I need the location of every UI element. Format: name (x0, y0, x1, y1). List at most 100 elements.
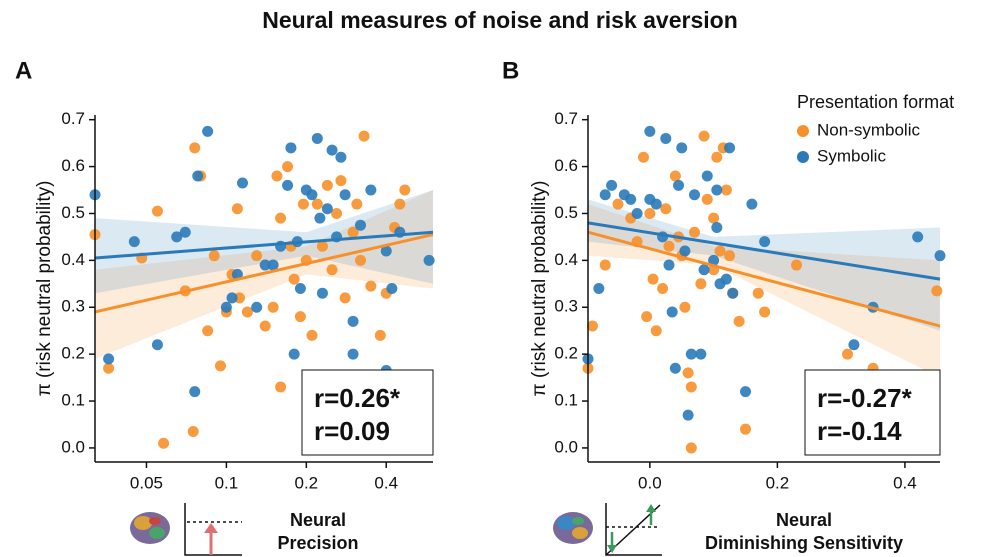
data-point (241, 306, 253, 318)
data-point (934, 250, 946, 262)
data-point (720, 273, 732, 285)
data-point (339, 189, 351, 201)
data-point (202, 125, 214, 137)
data-point (631, 207, 643, 219)
data-point (158, 437, 170, 449)
data-point (399, 184, 411, 196)
data-point (688, 226, 700, 238)
data-point (316, 240, 328, 252)
data-point (358, 130, 370, 142)
data-point (714, 245, 726, 257)
data-point (294, 311, 306, 323)
y-tick-label: 0.3 (554, 297, 578, 316)
data-point (666, 306, 678, 318)
data-point (251, 250, 263, 262)
stats-box (804, 369, 941, 456)
data-point (708, 212, 720, 224)
data-point (698, 264, 710, 276)
data-point (128, 236, 140, 248)
y-tick-label: 0.0 (554, 437, 578, 456)
data-point (673, 179, 685, 191)
data-point (669, 170, 681, 182)
data-point (701, 193, 713, 205)
data-point (394, 198, 406, 210)
data-point (637, 151, 649, 163)
data-point (365, 184, 377, 196)
x-tick-label: 0.2 (294, 473, 318, 492)
data-point (791, 259, 803, 271)
data-point (599, 259, 611, 271)
data-point (685, 442, 697, 454)
data-point (306, 329, 318, 341)
data-point (306, 189, 318, 201)
x-tick-label: 0.0 (638, 473, 662, 492)
data-point (282, 161, 294, 173)
y-axis-label: π (risk neutral probability) (529, 181, 550, 397)
y-tick-label: 0.1 (61, 391, 85, 410)
data-point (374, 329, 386, 341)
data-point (151, 205, 163, 217)
data-point (682, 367, 694, 379)
trend-line (94, 230, 434, 260)
data-point (660, 203, 672, 215)
data-point (759, 306, 771, 318)
data-point (711, 222, 723, 234)
data-point (192, 170, 204, 182)
data-point (727, 287, 739, 299)
data-point (380, 245, 392, 257)
sensitivity-diagram (605, 503, 662, 556)
data-point (685, 348, 697, 360)
panel-label: A (15, 57, 32, 84)
data-point (679, 245, 691, 257)
data-point (231, 268, 243, 280)
data-point (103, 362, 115, 374)
caption: Neural (290, 510, 346, 530)
data-point (220, 301, 232, 313)
legend-marker (797, 151, 809, 163)
figure-title: Neural measures of noise and risk aversi… (262, 7, 738, 33)
legend-title: Presentation format (797, 92, 954, 112)
data-point (644, 207, 656, 219)
data-point (842, 348, 854, 360)
data-point (365, 280, 377, 292)
data-point (171, 231, 183, 243)
data-point (288, 348, 300, 360)
trend-line (587, 221, 941, 281)
legend-label: Symbolic (817, 146, 886, 165)
data-point (267, 301, 279, 313)
data-point (724, 142, 736, 154)
data-point (606, 179, 618, 191)
data-point (321, 203, 333, 215)
y-tick-label: 0.4 (61, 250, 85, 269)
data-point (657, 283, 669, 294)
x-tick-label: 0.4 (893, 473, 917, 492)
data-point (660, 132, 672, 144)
data-point (231, 203, 243, 215)
y-tick-label: 0.6 (554, 156, 578, 175)
data-point (698, 130, 710, 142)
data-point (226, 292, 238, 304)
data-point (179, 226, 191, 238)
data-point (650, 325, 662, 337)
data-point (351, 198, 363, 210)
data-point (663, 259, 675, 271)
panel: Bπ (risk neutral probability) 0.0 0.1 0.2 0.… (502, 57, 954, 552)
data-point (237, 177, 249, 189)
data-point (288, 273, 300, 285)
legend-marker (797, 125, 809, 137)
data-point (208, 250, 220, 262)
data-point (326, 144, 338, 156)
data-point (682, 409, 694, 421)
data-point (612, 198, 624, 210)
data-point (347, 226, 359, 238)
data-point (625, 193, 637, 205)
data-point (746, 198, 758, 210)
data-point (701, 170, 713, 182)
data-point (331, 207, 343, 219)
x-tick-label: 0.05 (130, 473, 163, 492)
data-point (711, 184, 723, 196)
data-point (644, 125, 656, 137)
data-point (311, 132, 323, 144)
data-point (271, 170, 283, 182)
data-point (151, 339, 163, 351)
